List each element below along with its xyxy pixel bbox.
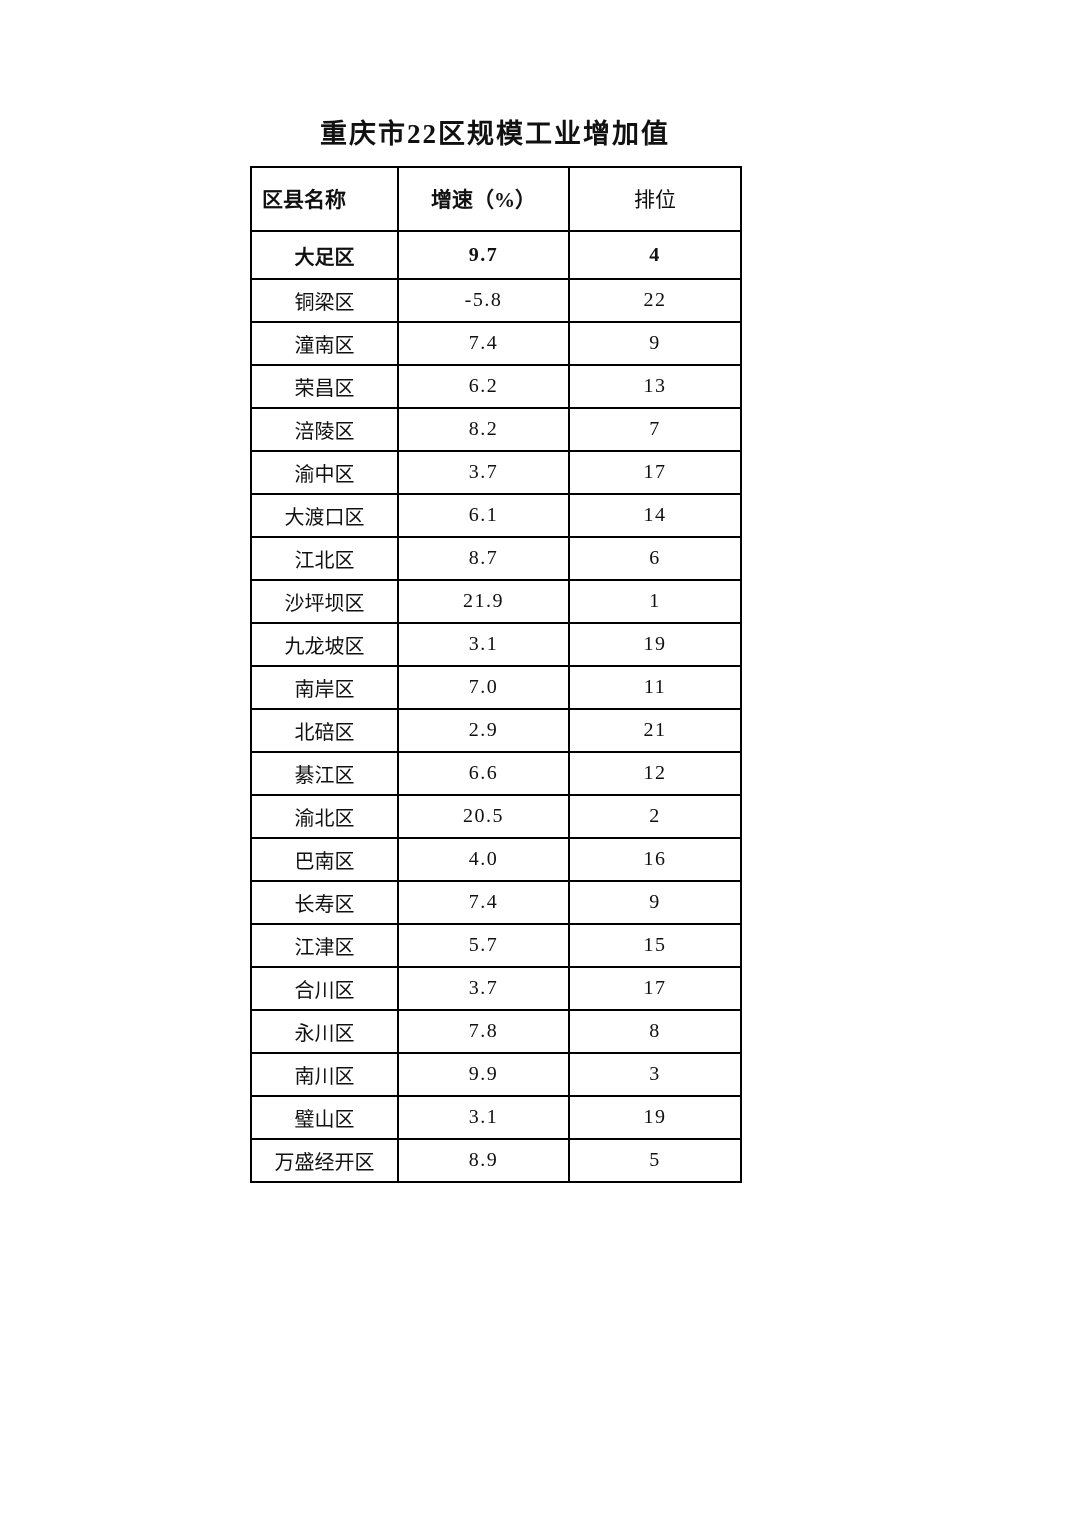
growth-rate-cell: 7.4	[397, 880, 570, 925]
table-row: 北碚区 2.9 21	[250, 708, 742, 753]
page-title: 重庆市22区规模工业增加值	[320, 119, 670, 149]
growth-rate-cell: 2.9	[397, 708, 570, 753]
growth-rate-cell: 9.7	[397, 230, 570, 280]
table-row: 大足区 9.7 4	[250, 230, 742, 280]
rank-cell: 17	[568, 450, 742, 495]
district-name-cell: 永川区	[250, 1009, 399, 1054]
district-name-cell: 北碚区	[250, 708, 399, 753]
growth-rate-cell: -5.8	[397, 278, 570, 323]
rank-cell: 3	[568, 1052, 742, 1097]
rank-cell: 17	[568, 966, 742, 1011]
growth-rate-cell: 21.9	[397, 579, 570, 624]
rank-cell: 4	[568, 230, 742, 280]
table-row: 巴南区 4.0 16	[250, 837, 742, 882]
rank-cell: 22	[568, 278, 742, 323]
district-name-cell: 涪陵区	[250, 407, 399, 452]
growth-rate-cell: 6.2	[397, 364, 570, 409]
rank-cell: 19	[568, 1095, 742, 1140]
district-name-cell: 铜梁区	[250, 278, 399, 323]
table-row: 大渡口区 6.1 14	[250, 493, 742, 538]
rank-cell: 12	[568, 751, 742, 796]
growth-rate-cell: 3.7	[397, 450, 570, 495]
district-name-cell: 长寿区	[250, 880, 399, 925]
table-row: 九龙坡区 3.1 19	[250, 622, 742, 667]
rank-cell: 13	[568, 364, 742, 409]
table-row: 渝北区 20.5 2	[250, 794, 742, 839]
district-name-cell: 九龙坡区	[250, 622, 399, 667]
growth-rate-cell: 20.5	[397, 794, 570, 839]
growth-rate-cell: 7.8	[397, 1009, 570, 1054]
rank-cell: 9	[568, 321, 742, 366]
district-name-cell: 大足区	[250, 230, 399, 280]
growth-rate-cell: 9.9	[397, 1052, 570, 1097]
rank-cell: 15	[568, 923, 742, 968]
growth-rate-cell: 8.9	[397, 1138, 570, 1183]
district-name-cell: 巴南区	[250, 837, 399, 882]
growth-rate-cell: 6.6	[397, 751, 570, 796]
district-name-cell: 江津区	[250, 923, 399, 968]
rank-cell: 8	[568, 1009, 742, 1054]
growth-rate-cell: 7.0	[397, 665, 570, 710]
district-name-cell: 江北区	[250, 536, 399, 581]
table-row: 南川区 9.9 3	[250, 1052, 742, 1097]
table-row: 沙坪坝区 21.9 1	[250, 579, 742, 624]
district-name-cell: 南岸区	[250, 665, 399, 710]
growth-rate-cell: 6.1	[397, 493, 570, 538]
district-name-cell: 万盛经开区	[250, 1138, 399, 1183]
table-row: 长寿区 7.4 9	[250, 880, 742, 925]
table-row: 渝中区 3.7 17	[250, 450, 742, 495]
growth-rate-cell: 8.7	[397, 536, 570, 581]
district-name-cell: 渝中区	[250, 450, 399, 495]
table-body: 大足区 9.7 4 铜梁区 -5.8 22 潼南区 7.4 9 荣昌区 6.2 …	[250, 230, 742, 1183]
table-row: 荣昌区 6.2 13	[250, 364, 742, 409]
growth-rate-cell: 3.7	[397, 966, 570, 1011]
district-name-cell: 荣昌区	[250, 364, 399, 409]
district-name-cell: 大渡口区	[250, 493, 399, 538]
column-header-rank: 排位	[568, 166, 742, 232]
district-name-cell: 渝北区	[250, 794, 399, 839]
table-row: 潼南区 7.4 9	[250, 321, 742, 366]
table-row: 江津区 5.7 15	[250, 923, 742, 968]
district-name-cell: 綦江区	[250, 751, 399, 796]
table-row: 璧山区 3.1 19	[250, 1095, 742, 1140]
rank-cell: 14	[568, 493, 742, 538]
rank-cell: 7	[568, 407, 742, 452]
table-row: 江北区 8.7 6	[250, 536, 742, 581]
district-name-cell: 沙坪坝区	[250, 579, 399, 624]
growth-rate-cell: 8.2	[397, 407, 570, 452]
growth-rate-cell: 7.4	[397, 321, 570, 366]
growth-rate-cell: 3.1	[397, 1095, 570, 1140]
districts-table: 区县名称 增速（%） 排位 大足区 9.7 4 铜梁区 -5.8 22 潼南区 …	[250, 166, 742, 1183]
rank-cell: 5	[568, 1138, 742, 1183]
growth-rate-cell: 5.7	[397, 923, 570, 968]
header-row: 区县名称 增速（%） 排位	[250, 166, 742, 232]
table-row: 永川区 7.8 8	[250, 1009, 742, 1054]
rank-cell: 11	[568, 665, 742, 710]
table-row: 南岸区 7.0 11	[250, 665, 742, 710]
table-row: 铜梁区 -5.8 22	[250, 278, 742, 323]
rank-cell: 6	[568, 536, 742, 581]
rank-cell: 9	[568, 880, 742, 925]
table-header: 区县名称 增速（%） 排位	[250, 166, 742, 232]
table-row: 涪陵区 8.2 7	[250, 407, 742, 452]
district-name-cell: 潼南区	[250, 321, 399, 366]
rank-cell: 2	[568, 794, 742, 839]
growth-rate-cell: 3.1	[397, 622, 570, 667]
rank-cell: 19	[568, 622, 742, 667]
column-header-district-name: 区县名称	[250, 166, 399, 232]
district-name-cell: 璧山区	[250, 1095, 399, 1140]
table-row: 万盛经开区 8.9 5	[250, 1138, 742, 1183]
table-row: 合川区 3.7 17	[250, 966, 742, 1011]
rank-cell: 21	[568, 708, 742, 753]
district-name-cell: 南川区	[250, 1052, 399, 1097]
rank-cell: 16	[568, 837, 742, 882]
table-row: 綦江区 6.6 12	[250, 751, 742, 796]
district-name-cell: 合川区	[250, 966, 399, 1011]
column-header-growth-rate: 增速（%）	[397, 166, 570, 232]
growth-rate-cell: 4.0	[397, 837, 570, 882]
rank-cell: 1	[568, 579, 742, 624]
